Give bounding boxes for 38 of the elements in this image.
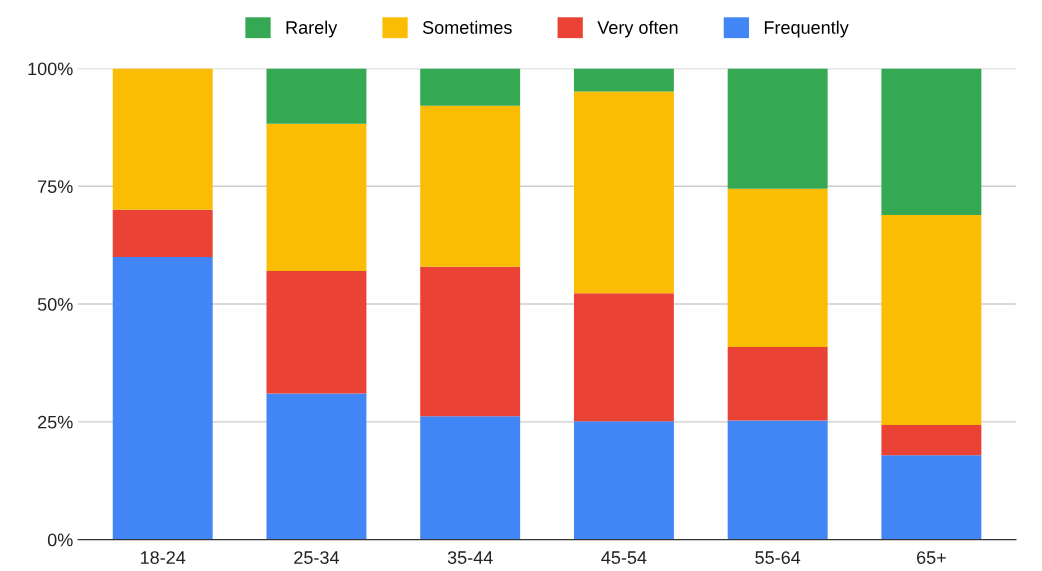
bar <box>420 266 521 417</box>
y-tick-label: 50% <box>37 297 73 311</box>
legend-label: Sometimes <box>422 20 512 34</box>
bar <box>727 68 828 189</box>
bar <box>266 123 367 272</box>
bar <box>881 68 982 216</box>
x-tick-label: 25-34 <box>294 551 340 564</box>
bar <box>881 425 982 456</box>
bar <box>727 420 828 540</box>
bar <box>420 68 521 106</box>
x-tick-label: 18-24 <box>141 551 186 564</box>
bar <box>266 271 367 394</box>
bar <box>727 346 828 421</box>
bar <box>573 91 674 294</box>
bar <box>112 256 213 540</box>
x-tick-label: 45-54 <box>601 551 647 564</box>
x-tick-label: 35-44 <box>447 551 493 564</box>
y-tick-label: 25% <box>38 415 73 429</box>
bar <box>573 293 674 422</box>
bar <box>266 68 367 124</box>
bar <box>266 393 367 540</box>
bar <box>112 209 213 257</box>
bar <box>881 215 982 426</box>
bar <box>112 68 213 210</box>
y-tick-label: 75% <box>38 180 73 194</box>
bar <box>881 455 982 540</box>
y-tick-label: 0% <box>47 533 73 547</box>
x-tick-label: 55-64 <box>755 551 801 564</box>
bar <box>573 68 674 92</box>
x-tick-label: 65+ <box>917 551 946 564</box>
legend-label: Very often <box>597 20 678 38</box>
bar <box>573 421 674 540</box>
bar <box>727 188 828 347</box>
legend-label: Frequently <box>764 20 849 38</box>
bar <box>420 105 521 267</box>
bar <box>420 416 521 540</box>
legend-label: Rarely <box>286 20 338 38</box>
y-tick-label: 100% <box>28 62 73 76</box>
